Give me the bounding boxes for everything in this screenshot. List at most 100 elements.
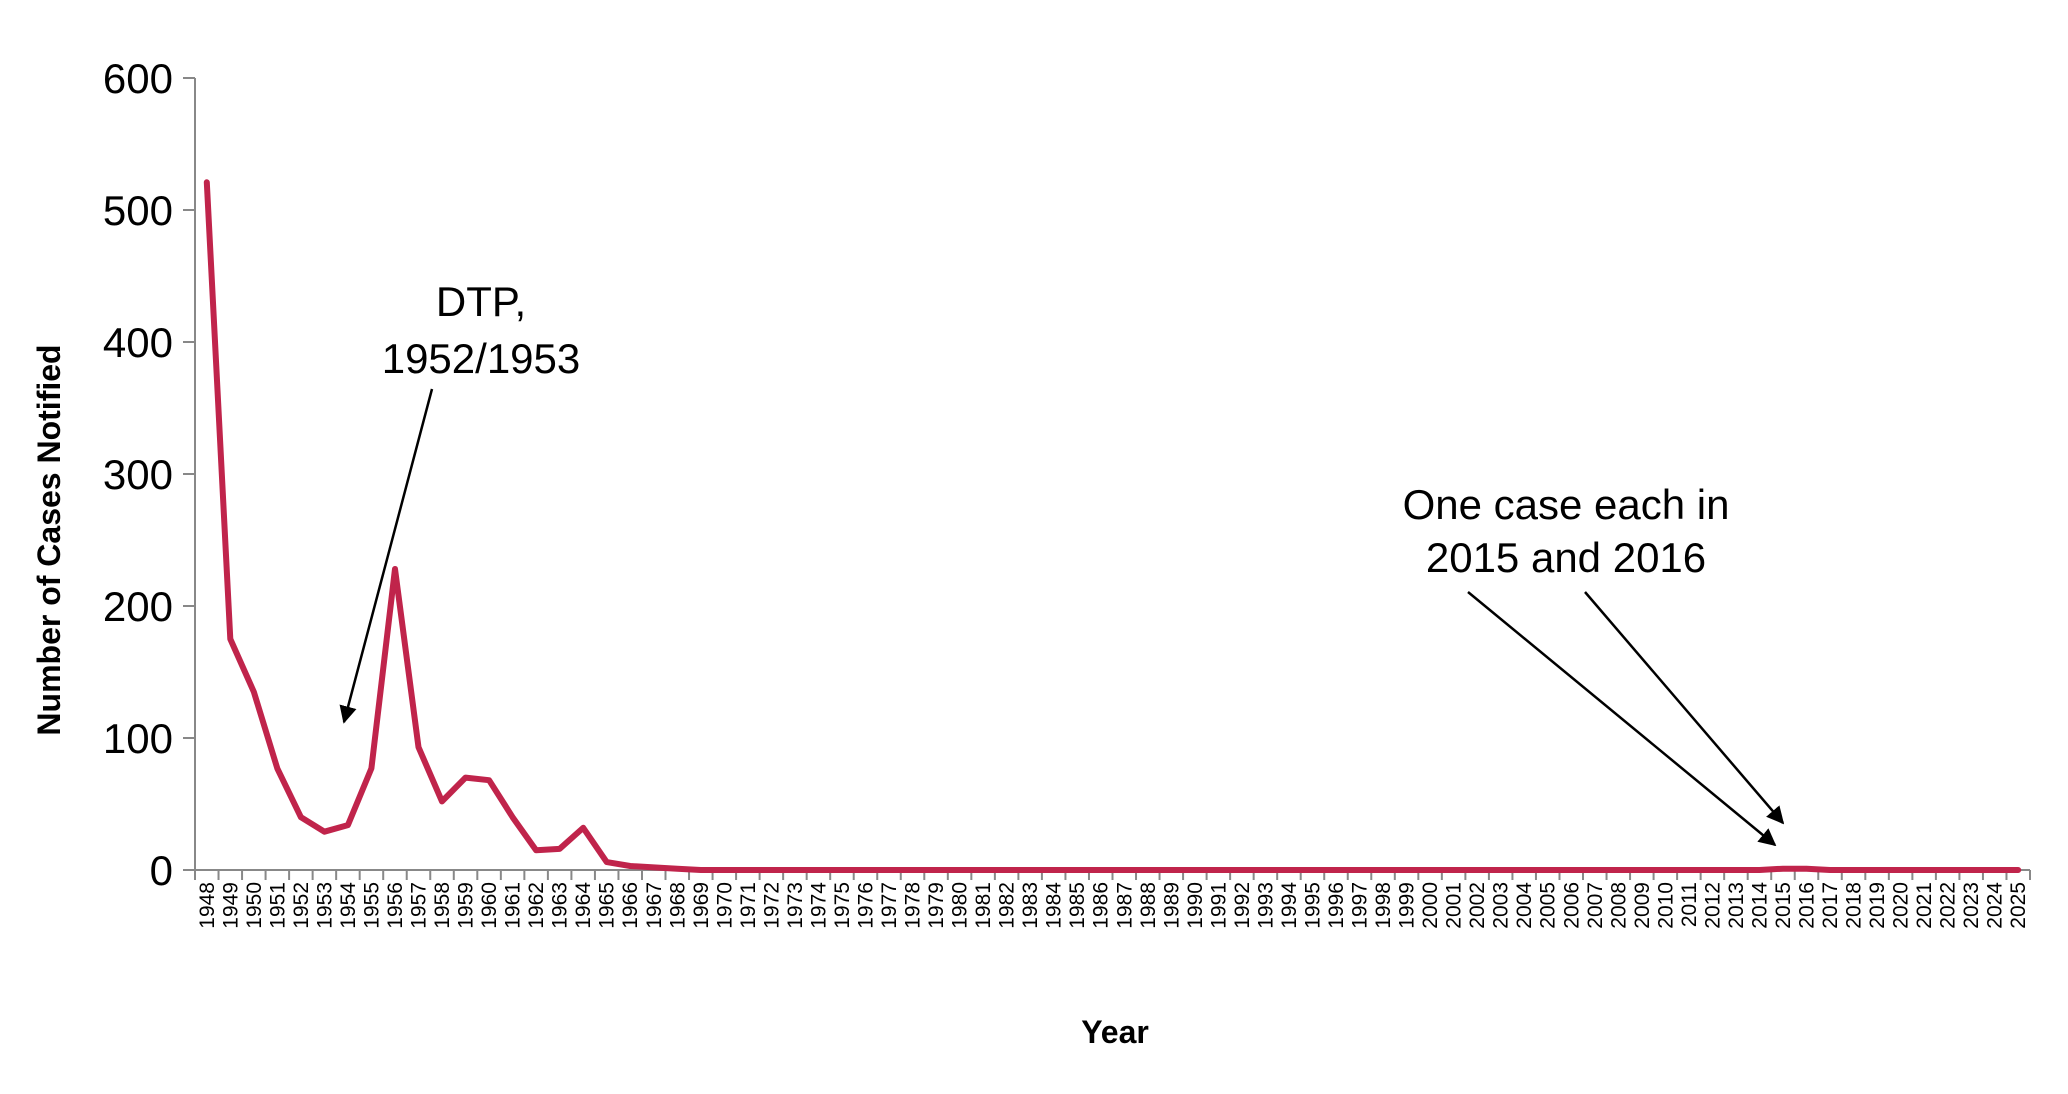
x-tick-label: 2011 [1678, 882, 1701, 927]
annotation-dtp-arrow [339, 388, 434, 724]
x-tick-label: 2001 [1443, 882, 1466, 929]
annotation-2015-2016-line-1: One case each in [1403, 481, 1730, 528]
x-tick-label: 1952 [290, 882, 313, 929]
x-tick-label: 2000 [1419, 882, 1442, 929]
y-tick-label: 0 [150, 847, 173, 894]
x-tick-label: 1987 [1113, 882, 1136, 929]
x-tick-label: 2009 [1631, 882, 1654, 929]
x-tick-label: 2005 [1537, 882, 1560, 929]
x-tick-label: 1992 [1231, 882, 1254, 929]
x-tick-label: 1985 [1066, 882, 1089, 929]
x-tick-label: 1997 [1349, 882, 1372, 929]
x-tick-label: 1981 [972, 882, 995, 929]
x-axis: 1948 1949 1950 1951 1952 1953 1954 1955 1956 1957… [194, 869, 2031, 929]
x-tick-label: 1977 [878, 882, 901, 929]
series-line-0 [203, 179, 2022, 873]
x-tick-label: 1960 [478, 882, 501, 929]
x-tick-label: 1995 [1301, 882, 1324, 929]
x-tick-label: 1972 [760, 882, 783, 929]
x-tick-label: 2004 [1513, 882, 1536, 929]
x-tick-label: 2014 [1748, 882, 1771, 929]
x-tick-label: 2022 [1937, 882, 1960, 929]
annotation-dtp-line-1: DTP, [436, 278, 526, 325]
x-tick-label: 1948 [196, 882, 219, 929]
x-tick-label: 1959 [455, 882, 478, 929]
x-tick-label: 2015 [1772, 882, 1795, 929]
x-tick-label: 1962 [525, 882, 548, 929]
series-group [203, 179, 2022, 873]
x-tick-label: 2023 [1960, 882, 1983, 929]
x-tick-label: 1994 [1278, 882, 1301, 929]
x-axis-title: Year [1081, 1014, 1149, 1050]
x-tick-label: 1964 [572, 882, 595, 929]
x-tick-label: 1982 [996, 882, 1019, 929]
x-tick-label: 1998 [1372, 882, 1395, 929]
x-tick-label: 2017 [1819, 882, 1842, 929]
x-tick-label: 1999 [1396, 882, 1419, 929]
y-tick-label: 400 [103, 319, 173, 366]
x-tick-label: 1980 [949, 882, 972, 929]
y-axis-title: Number of Cases Notified [31, 344, 67, 735]
x-tick-label: 1970 [713, 882, 736, 929]
x-tick-label: 1967 [643, 882, 666, 929]
annotation-arrow-2016 [1584, 591, 1785, 825]
x-tick-label: 1979 [925, 882, 948, 929]
x-tick-label: 1963 [549, 882, 572, 929]
x-tick-label: 2016 [1796, 882, 1819, 929]
x-tick-label: 1975 [831, 882, 854, 929]
x-tick-label: 1984 [1043, 882, 1066, 929]
x-tick-label: 1991 [1207, 882, 1230, 929]
x-tick-label: 1968 [666, 882, 689, 929]
x-tick-label: 1966 [619, 882, 642, 929]
x-tick-label: 1969 [690, 882, 713, 929]
x-tick-label: 1951 [266, 882, 289, 929]
y-axis: 0 100 200 300 400 500 600 [103, 55, 196, 894]
x-tick-label: 1961 [502, 882, 525, 929]
y-tick-label: 600 [103, 55, 173, 102]
x-tick-label: 2008 [1607, 882, 1630, 929]
x-tick-label: 1957 [407, 882, 430, 929]
annotation-dtp-line-2: 1952/1953 [382, 335, 581, 382]
y-tick-label: 100 [103, 715, 173, 762]
x-tick-label: 1965 [596, 882, 619, 929]
x-tick-label: 1954 [337, 882, 360, 929]
x-tick-label: 2024 [1984, 882, 2007, 929]
x-tick-label: 1983 [1019, 882, 1042, 929]
x-tick-label: 1989 [1160, 882, 1183, 929]
x-tick-label: 1949 [219, 882, 242, 929]
x-tick-label: 2012 [1701, 882, 1724, 929]
annotation-2015-2016: One case each in 2015 and 2016 [1403, 481, 1785, 847]
x-tick-label: 2013 [1725, 882, 1748, 929]
x-tick-label: 2021 [1913, 882, 1936, 929]
x-tick-label: 2020 [1890, 882, 1913, 929]
x-tick-label: 2010 [1654, 882, 1677, 929]
x-tick-label: 1953 [313, 882, 336, 929]
x-tick-label: 1956 [384, 882, 407, 929]
x-tick-label: 1990 [1184, 882, 1207, 929]
annotation-dtp: DTP, 1952/1953 [339, 278, 581, 724]
x-tick-label: 2007 [1584, 882, 1607, 929]
x-tick-label: 2018 [1843, 882, 1866, 929]
x-tick-label: 2002 [1466, 882, 1489, 929]
x-tick-label: 1988 [1137, 882, 1160, 929]
x-tick-label: 1976 [854, 882, 877, 929]
x-tick-label: 1955 [360, 882, 383, 929]
x-tick-label: 1973 [784, 882, 807, 929]
x-tick-label: 1974 [807, 882, 830, 929]
annotation-2015-2016-line-2: 2015 and 2016 [1426, 534, 1706, 581]
x-tick-label: 1958 [431, 882, 454, 929]
y-tick-label: 500 [103, 187, 173, 234]
x-tick-label: 1971 [737, 882, 760, 929]
y-tick-label: 200 [103, 583, 173, 630]
x-tick-label: 2006 [1560, 882, 1583, 929]
x-tick-label: 2025 [2007, 882, 2030, 929]
x-tick-label: 1978 [902, 882, 925, 929]
x-tick-label: 1993 [1254, 882, 1277, 929]
x-tick-label: 2019 [1866, 882, 1889, 929]
x-tick-label: 1996 [1325, 882, 1348, 929]
annotation-arrow-2015 [1467, 591, 1777, 847]
x-tick-label: 1986 [1090, 882, 1113, 929]
x-tick-label: 1950 [243, 882, 266, 929]
x-tick-label: 2003 [1490, 882, 1513, 929]
